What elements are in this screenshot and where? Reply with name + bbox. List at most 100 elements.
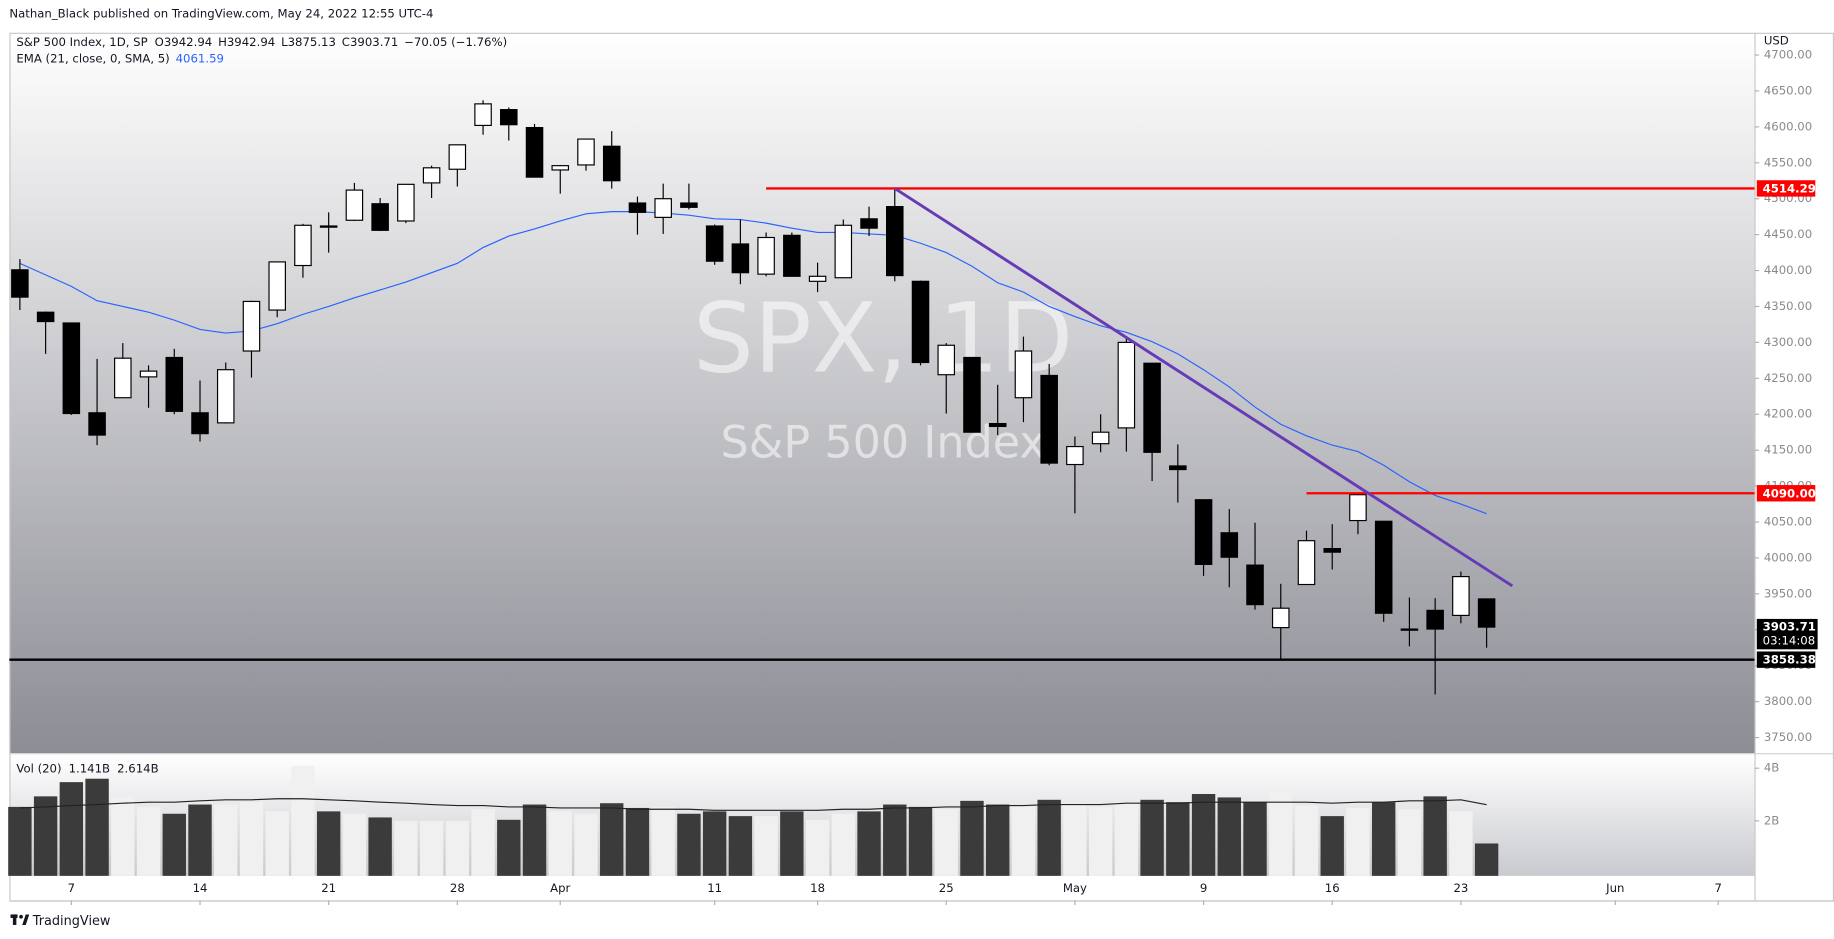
volume-bar (1037, 799, 1061, 876)
x-tick-label: May (1063, 881, 1087, 895)
logo-part (12, 914, 17, 925)
volume-bar (574, 813, 598, 876)
frame (9, 32, 1834, 902)
legend-change: −70.05 (−1.76%) (404, 35, 507, 49)
price-label: 3858.38 (1763, 653, 1816, 667)
candle-body-down (1246, 564, 1264, 606)
x-tick-label: 18 (810, 881, 825, 895)
candle-body-up (1066, 445, 1084, 466)
candle-body-up (808, 275, 827, 282)
y-tick-label: 4150.00 (1764, 443, 1812, 457)
last-price-box (1756, 618, 1818, 650)
volume-bar (419, 820, 444, 876)
volume-bar (368, 817, 392, 876)
candle-body-down (88, 412, 106, 436)
candle-body-up (1297, 540, 1316, 586)
candle-body-down (191, 412, 209, 435)
y-tick-label: 4400.00 (1764, 263, 1812, 277)
volume-bar (1423, 796, 1447, 876)
candle-body-down (11, 269, 29, 298)
y-tick-label: 4300.00 (1764, 335, 1812, 349)
legend-value: 3875.13 (288, 35, 336, 49)
volume-y-tick-label: 4B (1764, 761, 1779, 775)
candle-body-up (1117, 341, 1136, 429)
y-tick-label: 4200.00 (1764, 407, 1812, 421)
candle-body-down (525, 126, 544, 178)
volume-bar (1320, 816, 1344, 876)
y-tick-label: 4550.00 (1764, 155, 1812, 169)
volume-bar (1191, 793, 1216, 876)
trend-line (893, 187, 1514, 588)
candle-body-down (705, 225, 724, 262)
candle-body-up (937, 344, 956, 376)
volume-bar (522, 804, 547, 876)
legend-prefix: L (281, 35, 288, 49)
volume-bar (497, 819, 521, 876)
ema-name: EMA (21, close, 0, SMA, 5) (16, 51, 169, 65)
volume-bar (162, 813, 186, 876)
candle-body-down (1323, 547, 1341, 553)
volume-bar (651, 806, 675, 876)
candle-body-up (1091, 431, 1110, 445)
volume-bar (1166, 802, 1190, 876)
logo-part (22, 914, 30, 925)
y-tick-label: 3950.00 (1764, 586, 1812, 600)
volume-bar (291, 765, 315, 876)
volume-bar (445, 820, 470, 876)
ema-value: 4061.59 (176, 51, 224, 65)
candle-body-down (1374, 520, 1393, 614)
y-tick-label: 3800.00 (1764, 694, 1812, 708)
y-tick-label: 4600.00 (1764, 119, 1812, 133)
candle-body-up (1400, 628, 1419, 631)
legend-prefix: C (342, 35, 350, 49)
x-tick-label: 7 (68, 881, 75, 895)
y-tick-label: 4250.00 (1764, 371, 1812, 385)
tradingview-logo (10, 914, 30, 925)
candle-body-down (1426, 609, 1444, 630)
legend-prefix: O (155, 35, 164, 49)
volume-ma-value: 2.614B (117, 761, 158, 775)
volume-ma-line (19, 798, 1487, 811)
volume-bar (1114, 802, 1139, 876)
candle-body-down (628, 202, 647, 213)
x-tick-label: 16 (1325, 881, 1340, 895)
footer-brand: TradingView (32, 914, 111, 929)
candle-body-down (1169, 465, 1187, 471)
volume-bar (1088, 806, 1113, 876)
volume-bar (857, 811, 881, 876)
volume-name: Vol (20) (16, 761, 61, 775)
legend-symbol: S&P 500 Index, 1D, SP (16, 35, 147, 49)
candle-body-up (1452, 576, 1470, 616)
y-tick-label: 4350.00 (1764, 299, 1812, 313)
y-tick-label: 4000.00 (1764, 550, 1812, 564)
last-price-label: 3903.71 (1763, 620, 1816, 634)
candle-body-up (216, 369, 235, 424)
volume-bar (239, 802, 264, 876)
volume-bar (1063, 803, 1087, 876)
volume-bar (677, 813, 701, 876)
candle-body-down (602, 145, 621, 182)
candle-body-up (474, 103, 492, 127)
legend-value: 3942.94 (227, 35, 275, 49)
volume-bar (471, 809, 495, 876)
currency: USD (1764, 33, 1789, 47)
candle-body-down (1040, 374, 1058, 464)
candle-body-down (36, 311, 55, 323)
candle-body-down (1220, 532, 1239, 558)
volume-bar (780, 811, 804, 876)
price-label-box (1756, 651, 1816, 668)
candle-body-down (319, 225, 338, 228)
legend-value: 3942.94 (164, 35, 212, 49)
volume-bar (1217, 797, 1241, 876)
candle-body-up (422, 167, 441, 184)
volume-bar (1371, 802, 1396, 876)
legend-value: 3903.71 (350, 35, 398, 49)
x-tick-label: 25 (939, 881, 954, 895)
volume-bar (702, 811, 727, 876)
candle-body-down (911, 280, 930, 364)
volume-value: 1.141B (69, 761, 110, 775)
candle-body-up (139, 370, 158, 378)
candle-body-up (294, 224, 312, 267)
legend-prefix: H (218, 35, 227, 49)
